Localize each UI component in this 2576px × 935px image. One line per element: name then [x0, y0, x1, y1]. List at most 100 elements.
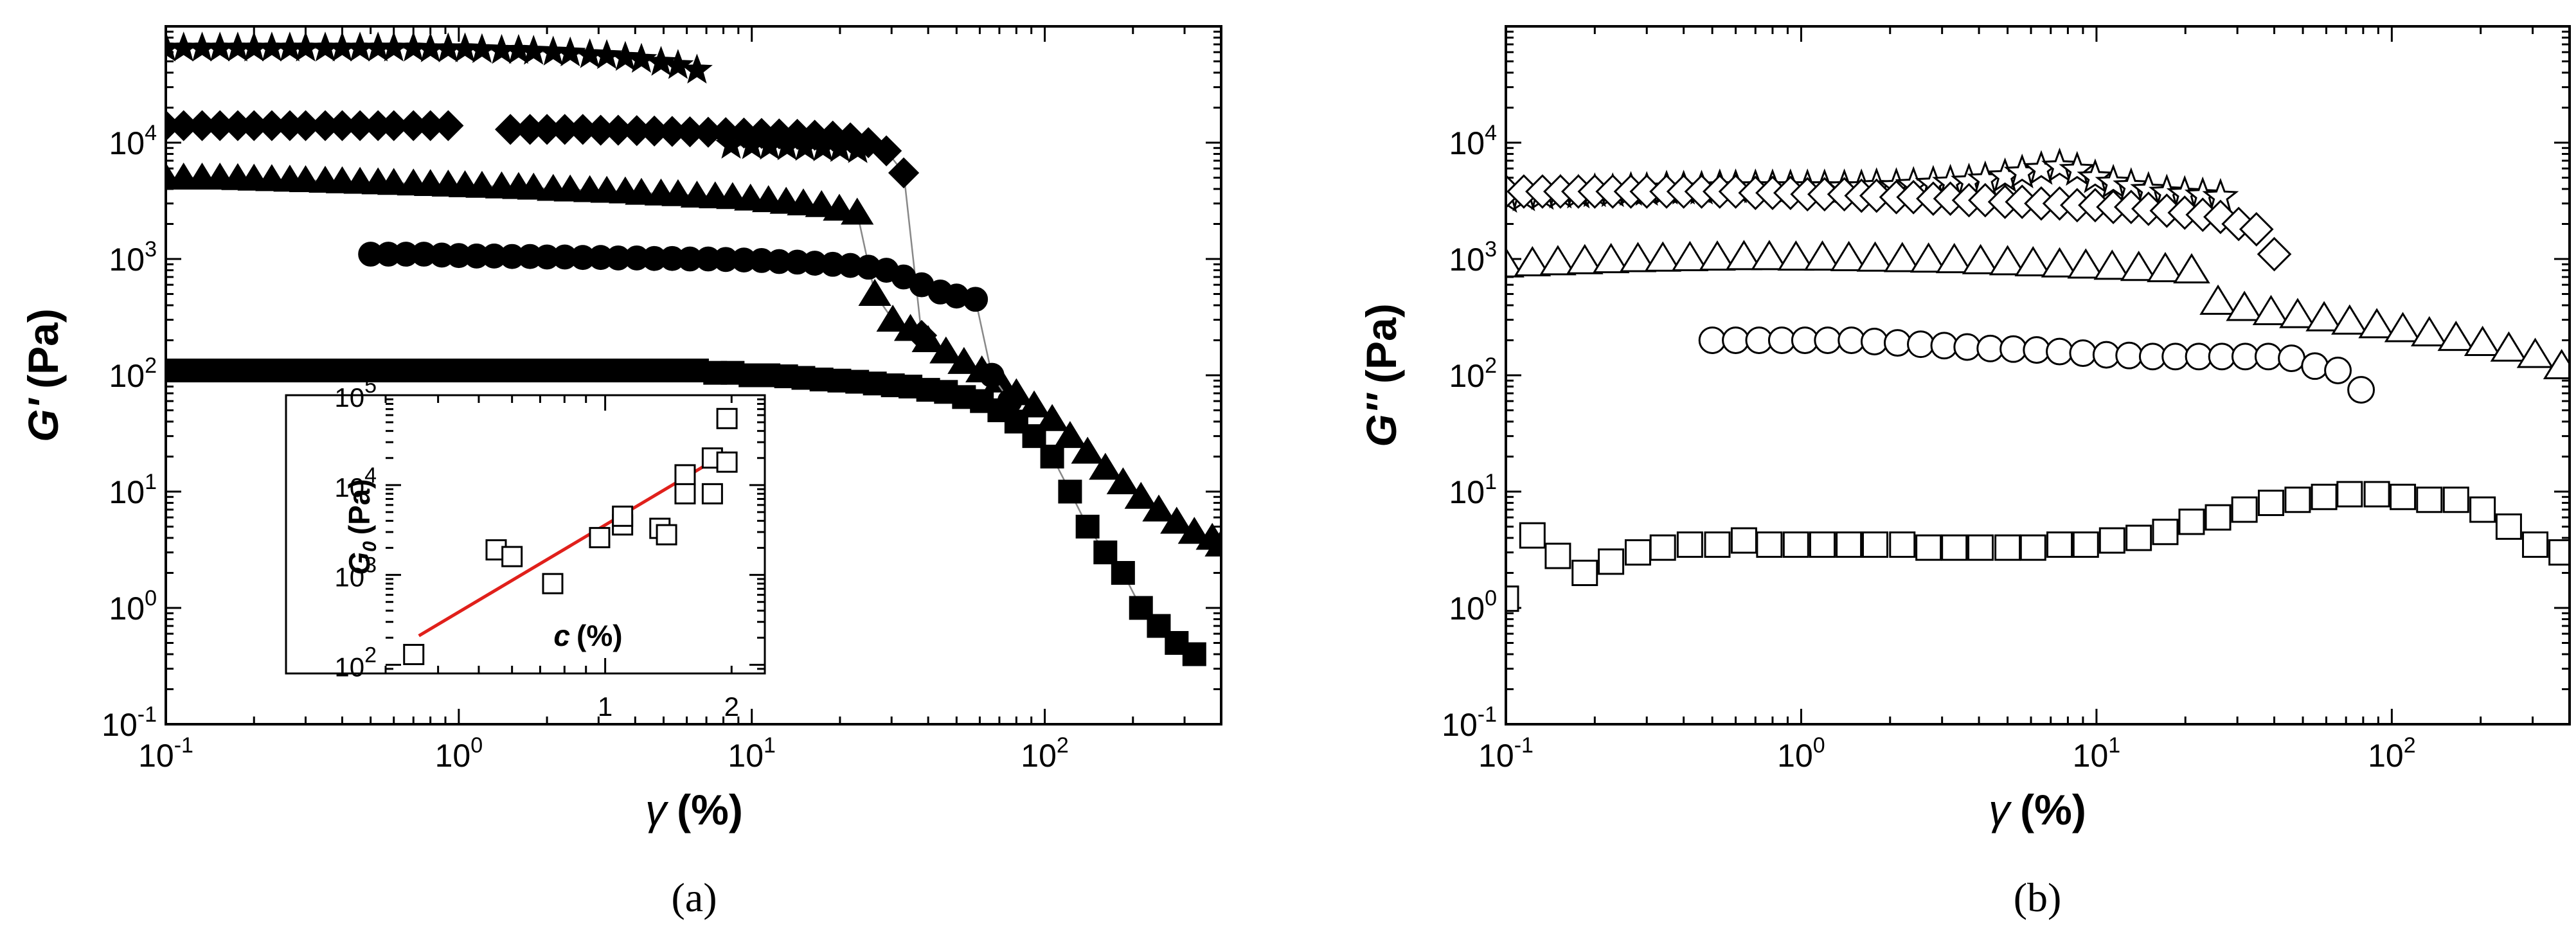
data-point-triangle: [1751, 240, 1788, 271]
data-point-triangle: [1962, 244, 1999, 274]
data-point-circle: [2324, 357, 2352, 384]
inset-x-axis-title: c (%): [553, 619, 622, 652]
data-point-triangle: [1160, 506, 1194, 534]
x-tick-label: 100: [1777, 733, 1825, 774]
data-point-square: [1782, 531, 1809, 558]
data-point-triangle: [1071, 436, 1104, 464]
y-tick-label: 103: [334, 553, 377, 592]
y-tick-label: 102: [109, 353, 157, 394]
data-point-triangle: [2199, 284, 2237, 315]
data-point-square: [2125, 524, 2152, 551]
data-point-circle: [2347, 376, 2375, 404]
data-point-circle: [1953, 333, 1981, 361]
panel-b-data: [1506, 147, 2570, 612]
inset-data-point: [716, 451, 738, 473]
data-point-triangle: [1883, 242, 1921, 272]
panel-b-caption: (b): [2014, 875, 2062, 920]
data-point-square: [1967, 534, 1994, 561]
data-point-circle: [2254, 343, 2282, 371]
data-point-triangle: [2067, 248, 2105, 279]
data-point-circle: [2046, 337, 2073, 366]
data-point-star: [466, 33, 498, 64]
data-point-triangle: [2173, 253, 2210, 284]
data-point-square: [2257, 490, 2284, 517]
data-point-square: [1704, 531, 1731, 558]
data-point-triangle: [2041, 247, 2079, 278]
data-point-star: [537, 35, 569, 66]
y-tick-label: 100: [109, 586, 157, 627]
inset-data-point: [716, 407, 738, 429]
data-point-circle: [1999, 335, 2028, 363]
data-point-square: [558, 359, 582, 383]
panel-b-y-axis-title: G''(Pa): [1357, 303, 1405, 447]
data-point-square: [1836, 531, 1863, 558]
panel-b: 10-1 100 101 102 10-1 100 101 102 103 104 G''(Pa)…: [1357, 25, 2571, 920]
data-point-square: [1111, 561, 1135, 585]
data-point-square: [1147, 614, 1171, 638]
data-point-square: [1941, 534, 1968, 561]
data-point-star: [517, 35, 550, 65]
data-point-triangle: [947, 346, 981, 374]
data-point-star: [645, 46, 677, 76]
data-point-triangle: [1644, 241, 1681, 272]
data-point-star: [2041, 147, 2078, 183]
data-point-circle: [2092, 341, 2120, 369]
data-point-square: [1889, 531, 1916, 558]
panel-b-x-axis-title: γ (%): [1989, 786, 2086, 833]
data-point-circle: [2231, 343, 2259, 371]
data-point-square: [1994, 534, 2021, 561]
data-point-star: [397, 31, 429, 62]
inset-axes: 1 2 102 103 104 105: [334, 373, 765, 722]
data-point-square: [2019, 534, 2046, 561]
x-tick-label: 2: [724, 691, 739, 722]
x-tick-label: 10-1: [138, 733, 193, 774]
y-tick-label: 104: [109, 121, 157, 161]
data-point-square: [1058, 479, 1082, 504]
inset-data-point: [701, 483, 723, 504]
data-point-triangle: [1566, 244, 1604, 274]
data-point-triangle: [2543, 349, 2570, 380]
data-point-square: [2231, 496, 2258, 523]
data-point-square: [2205, 504, 2232, 531]
y-tick-label: 10-1: [102, 702, 157, 743]
data-point-star: [681, 53, 713, 84]
data-point-square: [2495, 513, 2522, 540]
data-point-square: [521, 359, 546, 383]
y-tick-label: 103: [109, 237, 157, 278]
data-point-star: [574, 38, 606, 68]
data-point-triangle: [2410, 316, 2448, 347]
inset-frame: [285, 394, 766, 675]
data-point-triangle: [2490, 331, 2528, 362]
data-point-circle: [1930, 332, 1958, 360]
panel-a-axes: 10-1 100 101 102 10-1 100 101 102 103 104: [102, 25, 1222, 774]
panel-a-caption: (a): [671, 875, 717, 920]
inset-data: [403, 407, 738, 666]
data-point-triangle: [929, 336, 963, 364]
data-point-star: [591, 39, 623, 69]
data-point-triangle: [876, 305, 909, 332]
x-tick-label: 1: [598, 691, 613, 722]
data-point-star: [554, 36, 586, 67]
data-point-triangle: [2120, 251, 2158, 281]
panel-a-frame: [165, 25, 1222, 726]
x-tick-label: 10-1: [1478, 733, 1534, 774]
data-point-triangle: [1053, 421, 1087, 449]
data-point-triangle: [1671, 240, 1709, 271]
data-point-triangle: [911, 325, 945, 353]
data-point-triangle: [1592, 242, 1630, 274]
y-tick-label: 104: [334, 463, 377, 503]
data-point-square: [2336, 481, 2363, 508]
data-point-circle: [1907, 330, 1935, 359]
panel-a-data: [166, 31, 1221, 666]
data-point-star: [2059, 150, 2096, 186]
inset-y-axis-title: G0(Pa): [343, 479, 380, 574]
data-point-square: [1862, 531, 1889, 558]
data-point-square: [1676, 531, 1703, 558]
y-tick-label: 105: [334, 373, 377, 413]
data-point-circle: [1722, 326, 1749, 354]
data-point-diamond: [888, 157, 920, 189]
data-point-triangle: [1725, 240, 1763, 271]
data-point-square: [1756, 531, 1783, 558]
data-point-circle: [1814, 326, 1842, 354]
data-point-circle: [1745, 326, 1773, 354]
